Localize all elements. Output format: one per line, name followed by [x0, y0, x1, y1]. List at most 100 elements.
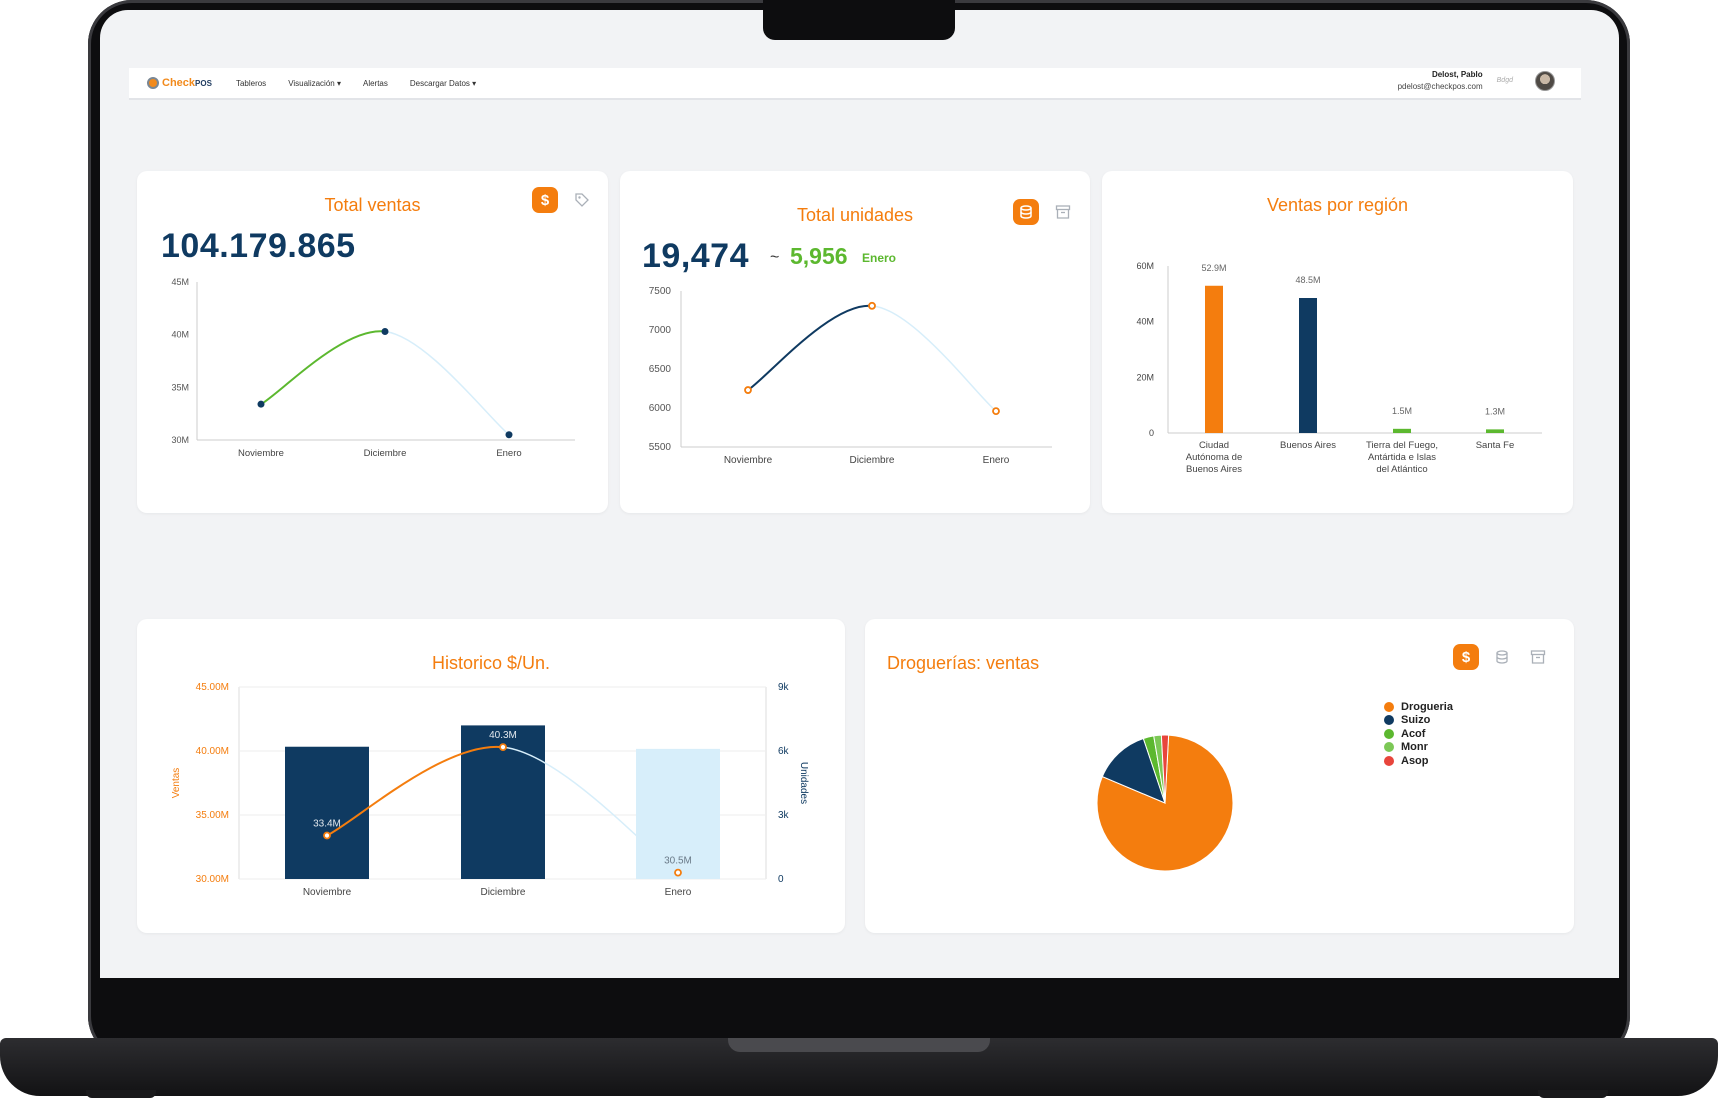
y-axis-label: Ventas — [171, 768, 182, 799]
legend-dot — [1384, 701, 1394, 712]
x-tick-label: del Atlántico — [1376, 464, 1427, 475]
y2-tick-label: 0 — [778, 874, 784, 885]
nav-item-tableros[interactable]: Tableros — [235, 78, 267, 88]
legend-label: Monr — [1401, 741, 1428, 754]
legend-item[interactable]: Asop — [1384, 754, 1453, 768]
series-line — [260, 330, 386, 406]
top-navbar: CheckPOS Tableros Visualización ▾ Alerta… — [129, 68, 1581, 100]
bar — [1299, 298, 1317, 433]
y-tick-label: 20M — [1136, 372, 1154, 382]
logo-text: CheckPOS — [162, 77, 212, 89]
legend-item[interactable]: Drogueria — [1384, 700, 1453, 714]
dollar-icon[interactable]: $ — [1453, 644, 1479, 670]
x-tick-label: Noviembre — [303, 887, 352, 898]
line-data-label: 30.5M — [664, 856, 692, 867]
camera-notch — [763, 0, 955, 40]
y-tick-label: 0 — [1149, 428, 1154, 438]
y2-tick-label: 6k — [778, 746, 790, 757]
bar — [1393, 428, 1411, 433]
x-tick-label: Noviembre — [724, 455, 773, 466]
x-tick-label: Noviembre — [238, 448, 284, 459]
pie-legend: Drogueria Suizo Acof Monr Asop — [1384, 700, 1453, 768]
data-point — [674, 868, 682, 877]
y-tick-label: 7500 — [649, 286, 672, 297]
total-ventas-value: 104.179.865 — [161, 227, 356, 265]
y-tick-label: 40M — [1136, 317, 1154, 327]
x-tick-label: Buenos Aires — [1186, 464, 1242, 475]
tag-icon[interactable] — [572, 190, 592, 210]
data-point — [323, 831, 331, 840]
x-tick-label: Enero — [496, 448, 521, 459]
nav-item-descargar-datos[interactable]: Descargar Datos ▾ — [409, 78, 477, 88]
y-tick-label: 30.00M — [196, 874, 229, 885]
user-email: pdelost@checkpos.com — [1397, 82, 1483, 91]
laptop-foot-right — [1538, 1090, 1608, 1098]
user-name: Delost, Pablo — [1431, 70, 1483, 79]
nav-item-visualizacion[interactable]: Visualización ▾ — [288, 78, 341, 88]
logo-icon — [147, 77, 159, 89]
card-title: Total ventas — [324, 195, 421, 215]
series-line — [326, 746, 504, 837]
database-icon[interactable] — [1013, 199, 1039, 225]
unidades-delta: 5,956 — [790, 243, 848, 269]
data-point — [499, 743, 507, 752]
card-title: Total unidades — [796, 205, 914, 225]
series-line — [747, 304, 873, 391]
bar-data-label: 1.3M — [1485, 406, 1505, 416]
card-total-ventas: Total ventas $ 104.179.865 45M 40M 35M 30M N… — [137, 171, 608, 513]
legend-item[interactable]: Suizo — [1384, 714, 1453, 728]
nav-item-alertas[interactable]: Alertas — [362, 78, 388, 88]
y-tick-label: 7000 — [649, 325, 672, 336]
avatar[interactable] — [1535, 70, 1555, 91]
legend-dot — [1384, 715, 1394, 726]
legend-item[interactable]: Acof — [1384, 727, 1453, 741]
y-tick-label: 40.00M — [196, 746, 229, 757]
y-tick-label: 45M — [171, 277, 189, 287]
database-icon[interactable] — [1492, 647, 1512, 667]
y-tick-label: 60M — [1136, 261, 1154, 271]
y-tick-label: 30M — [171, 435, 189, 445]
bar-data-label: 48.5M — [1295, 275, 1320, 285]
pie-slice — [1160, 734, 1170, 804]
y2-axis-label: Unidades — [798, 762, 809, 804]
card-title: Droguerías: ventas — [887, 653, 1040, 673]
legend-dot — [1384, 755, 1394, 766]
bar — [1205, 285, 1223, 433]
card-historico: Historico $/Un. 45.00M 40.00M 35.00M 30.00M… — [137, 619, 845, 933]
bar — [285, 746, 369, 879]
bar — [1486, 429, 1504, 433]
x-tick-label: Autónoma de — [1186, 452, 1243, 463]
legend-item[interactable]: Monr — [1384, 741, 1453, 755]
y2-tick-label: 9k — [778, 682, 790, 693]
y-tick-label: 35M — [171, 382, 189, 392]
dollar-icon[interactable]: $ — [532, 187, 558, 213]
card-title: Historico $/Un. — [431, 653, 551, 673]
archive-icon[interactable] — [1053, 202, 1073, 222]
bar-data-label: 1.5M — [1392, 406, 1412, 416]
data-point — [992, 407, 1000, 416]
legend-label: Acof — [1401, 727, 1426, 740]
y-tick-label: 6500 — [649, 364, 672, 375]
user-info[interactable]: Delost, Pablo pdelost@checkpos.com — [1398, 70, 1483, 91]
line-data-label: 33.4M — [313, 818, 341, 829]
legend-label: Asop — [1401, 754, 1429, 767]
total-ventas-chart: 45M 40M 35M 30M Noviembre Diciembre Enero — [171, 277, 575, 459]
series-line — [871, 305, 997, 412]
legend-dot — [1384, 728, 1394, 739]
y-tick-label: 5500 — [649, 442, 672, 453]
archive-icon[interactable] — [1528, 647, 1548, 667]
card-droguerias: Droguerías: ventas $ — [865, 619, 1574, 933]
total-unidades-value: 19,474 — [642, 237, 749, 275]
x-tick-label: Diciembre — [480, 887, 525, 898]
data-point — [381, 328, 389, 336]
checkpos-logo[interactable]: CheckPOS — [147, 77, 212, 89]
legend-label: Drogueria — [1401, 700, 1453, 713]
series-line — [384, 330, 510, 436]
bar — [636, 748, 720, 879]
data-point — [744, 386, 752, 394]
tilde-separator: ~ — [770, 249, 780, 266]
x-tick-label: Enero — [983, 455, 1010, 466]
legend-dot — [1384, 742, 1394, 753]
x-tick-label: Santa Fe — [1476, 440, 1515, 451]
x-tick-label: Antártida e Islas — [1368, 452, 1436, 463]
